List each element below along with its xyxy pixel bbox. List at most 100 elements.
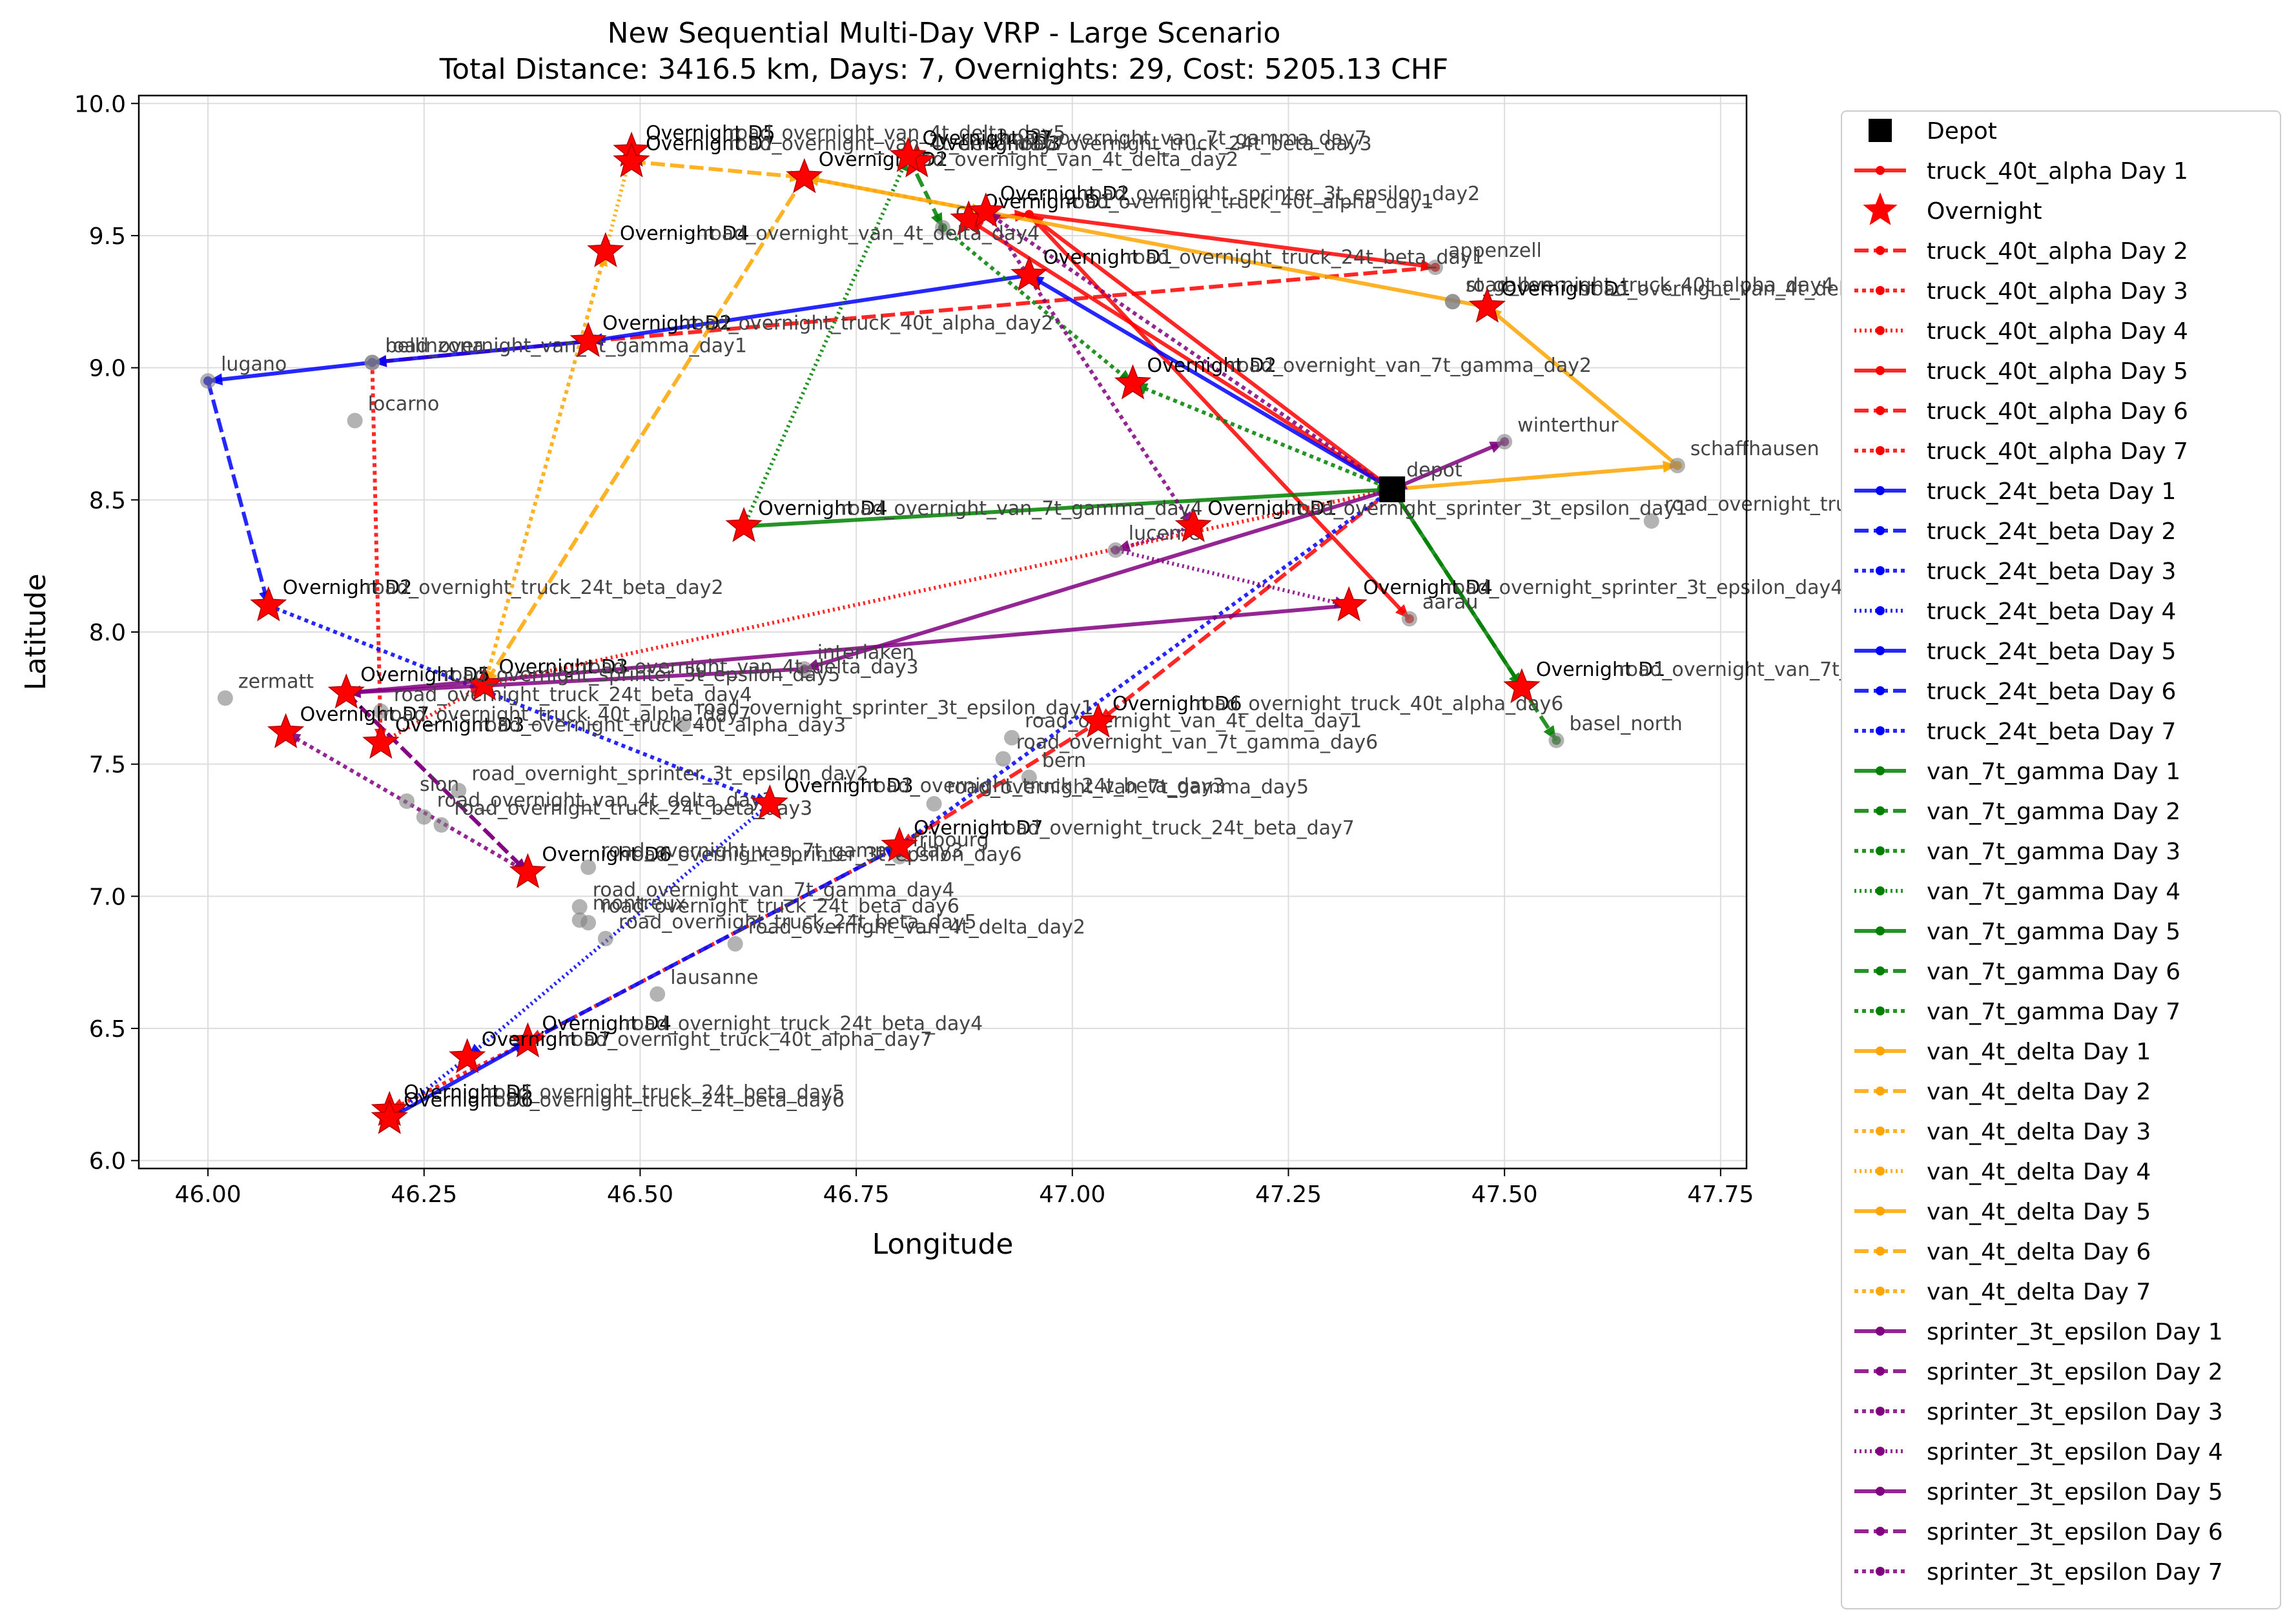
location-marker (1107, 542, 1123, 558)
overnight-road-label: road_overnight_sprinter_3t_epsilon_day5 (443, 664, 840, 686)
route-van_7t_gamma-day7 (941, 226, 1134, 385)
x-tick-label: 47.25 (1255, 1181, 1322, 1208)
depot-label: depot (1406, 459, 1462, 482)
legend-marker (1876, 926, 1885, 935)
legend-entry: truck_24t_beta Day 1 (1927, 478, 2176, 505)
location-marker (347, 413, 363, 429)
road-label: road_overnight_van_4t_delta_day1 (1025, 710, 1362, 733)
road-marker (580, 915, 597, 931)
overnight-star (509, 1022, 546, 1057)
y-tick-label: 7.0 (89, 884, 126, 910)
road-marker (1444, 294, 1461, 310)
overnight-label: Overnight D5 (404, 1081, 533, 1104)
overnight-star (466, 665, 504, 701)
y-tick-label: 9.0 (89, 356, 126, 382)
overnight-star (613, 142, 650, 178)
legend-entry: truck_40t_alpha Day 3 (1927, 278, 2188, 305)
legend-entry: truck_24t_beta Day 5 (1927, 638, 2176, 665)
overnight-road-label: road_overnight_truck_24t_beta_day1 (1126, 246, 1484, 269)
overnight-road-label: road_overnight_truck_24t_beta_day7 (996, 817, 1355, 840)
legend-marker (1876, 966, 1885, 975)
legend-marker (1876, 1127, 1885, 1136)
overnight-road-label: road_overnight_van_7t_gamma_day2 (1230, 354, 1592, 377)
legend-marker (1876, 1167, 1885, 1176)
legend-entry: van_4t_delta Day 3 (1927, 1119, 2151, 1145)
overnight-star (751, 784, 788, 820)
location-marker (1548, 732, 1564, 748)
overnight-star (1330, 586, 1368, 622)
road-marker (364, 354, 380, 371)
legend-marker (1876, 846, 1885, 855)
overnight-label: Overnight D2 (283, 576, 413, 599)
route-truck_24t_beta-day2 (206, 380, 271, 606)
road-label: road_overnight_sprinter_3t_epsilon_day2 (471, 763, 868, 786)
road-marker (1004, 729, 1020, 746)
legend-entry: Depot (1927, 118, 1997, 145)
overnights: Overnight D1 road_overnight_sprinter_3t_e… (250, 122, 1980, 1134)
road-marker (926, 796, 942, 812)
legend-marker (1876, 1087, 1885, 1096)
legend-overnight-handle (1863, 192, 1898, 225)
legend-entry: sprinter_3t_epsilon Day 4 (1927, 1439, 2223, 1465)
legend-marker (1876, 286, 1885, 295)
overnight-road-label: road_overnight_truck_40t_alpha_day7 (564, 1028, 932, 1051)
overnight-label: Overnight D4 (758, 497, 888, 520)
axis-ticks: 46.00 46.25 46.50 46.75 47.00 47.25 47.50 47.75… (74, 91, 1754, 1208)
location-label: montreux (593, 892, 686, 915)
location-label: appenzell (1448, 240, 1542, 262)
legend-marker (1876, 1447, 1885, 1456)
overnight-road-label: road_overnight_sprinter_3t_epsilon_day1 (1290, 497, 1687, 520)
location-label: interlaken (817, 641, 914, 664)
legend-entry: truck_24t_beta Day 6 (1927, 678, 2176, 705)
location-marker (650, 986, 666, 1002)
overnight-label: Overnight D2 (1000, 183, 1130, 205)
x-tick-label: 47.75 (1687, 1181, 1754, 1208)
legend-entry: van_4t_delta Day 1 (1927, 1039, 2151, 1065)
location-marker (217, 690, 233, 706)
overnight-star (725, 507, 763, 542)
overnight-star (569, 321, 607, 358)
road-marker (675, 717, 692, 733)
overnight-road-label: road_overnight_truck_24t_beta_day4 (624, 1013, 983, 1036)
legend-entry: van_7t_gamma Day 1 (1927, 759, 2180, 785)
overnight-road-label: road_overnight_truck_40t_alpha_day1 (1065, 190, 1433, 213)
legend-marker (1876, 366, 1885, 375)
y-tick-label: 10.0 (74, 91, 126, 117)
legend-entry: truck_24t_beta Day 7 (1927, 719, 2176, 745)
location-marker (1428, 260, 1444, 276)
overnight-star (327, 673, 365, 709)
legend-entry: van_4t_delta Day 5 (1927, 1199, 2151, 1225)
overnight-star (889, 137, 927, 172)
overnight-star (267, 713, 305, 748)
legend-marker (1876, 1046, 1885, 1056)
overnight-label: Overnight D4 (620, 223, 750, 245)
chart-subtitle: Total Distance: 3416.5 km, Days: 7, Over… (439, 53, 1448, 86)
legend-marker (1876, 646, 1885, 655)
route-van_4t_delta-day6 (631, 159, 805, 179)
legend-entry: truck_40t_alpha Day 4 (1927, 318, 2188, 345)
route-van_4t_delta-day4 (603, 150, 633, 252)
location-marker (796, 661, 812, 677)
route-van_7t_gamma-day5 (743, 487, 1393, 529)
legend-marker (1876, 326, 1885, 335)
overnight-label: Overnight D7 (482, 1028, 611, 1051)
route-van_7t_gamma-day4 (742, 155, 910, 527)
overnight-star (449, 1038, 486, 1074)
overnight-star (587, 232, 624, 267)
overnight-star (1503, 668, 1541, 704)
legend-entry: Overnight (1927, 198, 2042, 225)
legend-marker (1876, 1247, 1885, 1256)
location-marker (935, 219, 950, 236)
y-tick-label: 8.5 (89, 487, 126, 514)
location-label: zermatt (238, 670, 314, 693)
overnight-road-label: road_overnight_truck_24t_beta_day3 (866, 775, 1225, 797)
overnight-star (1468, 287, 1506, 323)
overnight-label: Overnight D7 (300, 704, 430, 726)
road-marker (580, 859, 597, 875)
overnight-road-label: road_overnight_sprinter_3t_epsilon_day6 (624, 844, 1021, 866)
legend-entry: van_4t_delta Day 6 (1927, 1239, 2151, 1265)
overnight-label: Overnight D1 (1043, 246, 1173, 269)
depot: depot (1379, 459, 1462, 502)
overnight-label: Overnight D2 (602, 312, 732, 335)
y-axis-label: Latitude (19, 573, 52, 690)
